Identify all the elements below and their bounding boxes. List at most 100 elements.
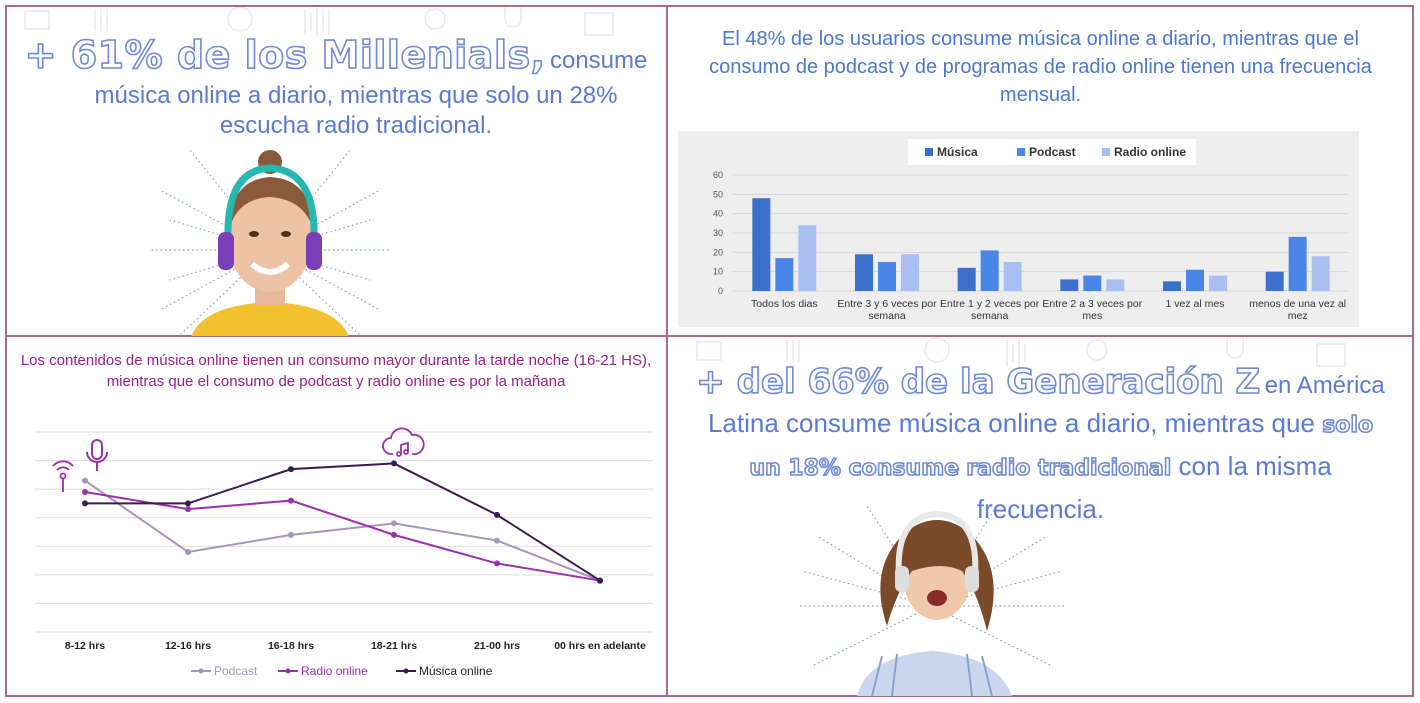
bar-0-4 [1163, 281, 1181, 291]
series-point-1-3 [391, 531, 397, 538]
millennials-text: + 61% de los Millenials, consume música … [5, 32, 667, 141]
series-point-1-1 [185, 506, 191, 513]
legend-label-0: Podcast [214, 664, 258, 678]
series-point-0-0 [82, 477, 88, 484]
x-tick-label: Entre 3 y 6 veces por semana [837, 298, 937, 322]
frame-top [5, 5, 1414, 7]
x-tick-label: 1 vez al mes [1166, 298, 1225, 310]
genz-panel: + del 66% de la Generación Z en América … [667, 336, 1414, 697]
millennials-line3: escucha radio tradicional. [219, 112, 493, 139]
woman-curly-headphones-image [797, 506, 1067, 696]
genz-line2-outlined: solo [1321, 412, 1374, 439]
bar-1-2 [980, 250, 999, 291]
time-of-day-title: Los contenidos de música online tienen u… [20, 352, 652, 390]
y-tick-label: 10 [713, 267, 723, 277]
bar-1-4 [1186, 269, 1204, 291]
music-cloud-icon [382, 427, 425, 457]
microphone-icon [86, 439, 108, 471]
bar-2-3 [1106, 279, 1125, 291]
series-line-0 [84, 479, 601, 582]
legend-swatch-2 [1102, 148, 1110, 156]
series-line-1 [84, 491, 601, 582]
frequency-chart-area: Música Podcast Radio online 0 10 20 30 40 50 60 To… [678, 131, 1359, 327]
x-tick-label: 16-18 hrs [268, 640, 314, 652]
y-tick-label: 50 [713, 189, 723, 199]
frame-left [5, 5, 7, 697]
legend-label-1: Radio online [301, 664, 368, 678]
millennials-panel: + 61% de los Millenials, consume música … [5, 5, 667, 336]
antenna-icon [52, 460, 74, 492]
genz-headline: + del 66% de la Generación Z [695, 361, 1261, 403]
legend-label-2: Música online [419, 664, 493, 678]
legend-swatch-1 [1017, 148, 1025, 156]
legend-marker-2 [403, 668, 409, 674]
x-tick-label: 21-00 hrs [474, 640, 520, 652]
background-icons [24, 5, 614, 37]
series-point-1-0 [82, 489, 88, 495]
legend-label-2: Radio online [1114, 145, 1186, 159]
bar-2-4 [1209, 275, 1227, 291]
y-tick-label: 60 [713, 170, 723, 180]
series-point-2-2 [288, 466, 294, 473]
frame-right [1412, 5, 1414, 697]
genz-text: + del 66% de la Generación Z en América … [667, 361, 1414, 528]
frequency-panel: El 48% de los usuarios consume música on… [667, 5, 1414, 336]
series-point-1-2 [288, 497, 294, 504]
series-point-1-4 [494, 560, 500, 567]
series-point-0-1 [185, 549, 191, 555]
y-tick-label: 20 [713, 247, 723, 257]
genz-line3-outlined-a: un 18% consume [749, 455, 960, 482]
bar-1-1 [878, 262, 896, 291]
millennials-line2: música online a diario, mientras que sol… [94, 82, 618, 109]
bar-1-3 [1083, 275, 1102, 291]
legend-label-1: Podcast [1029, 145, 1076, 159]
bar-2-5 [1311, 256, 1330, 291]
genz-line4: frecuencia. [976, 494, 1105, 524]
y-tick-label: 30 [713, 228, 723, 238]
bar-1-0 [775, 258, 794, 291]
series-point-0-4 [494, 537, 500, 544]
bar-2-0 [798, 225, 817, 291]
series-point-2-1 [185, 500, 191, 507]
x-tick-label: 12-16 hrs [165, 640, 211, 652]
millennials-headline: + 61% de los Millenials, [24, 32, 546, 78]
legend-marker-1 [285, 668, 291, 674]
background-icons [696, 336, 1346, 368]
time-of-day-line-chart: 8-12 hrs 12-16 hrs 16-18 hrs 18-21 hrs 21-00… [35, 427, 653, 678]
woman-headphones-image [150, 149, 390, 336]
bar-0-2 [957, 267, 976, 291]
legend-swatch-0 [925, 148, 933, 156]
series-line-2 [85, 462, 601, 582]
genz-headline-suffix: en América [1264, 372, 1385, 399]
bar-1-5 [1288, 236, 1307, 291]
series-point-2-4 [494, 511, 500, 518]
bar-0-0 [752, 198, 771, 291]
series-point-2-0 [82, 500, 88, 507]
x-tick-label: 8-12 hrs [65, 640, 105, 652]
legend-label-0: Música [937, 145, 978, 159]
series-point-0-3 [391, 520, 397, 527]
x-tick-label: Todos los dias [751, 298, 818, 310]
y-tick-label: 40 [713, 209, 723, 219]
frame-horizontal-divider [5, 335, 1414, 337]
x-tick-label: Entre 1 y 2 veces por semana [940, 298, 1040, 322]
frame-bottom [5, 695, 1414, 697]
x-tick-label: menos de una vez al mez [1249, 298, 1346, 322]
millennials-headline-suffix: consume [549, 47, 648, 74]
legend-marker-0 [198, 668, 204, 674]
y-tick-label: 0 [718, 286, 723, 296]
frequency-title: El 48% de los usuarios consume música on… [709, 28, 1372, 106]
legend-background [908, 139, 1196, 165]
bar-0-5 [1265, 271, 1284, 291]
frequency-bar-chart: Música Podcast Radio online 0 10 20 30 40 50 60 To… [713, 139, 1349, 322]
bar-2-2 [1003, 262, 1022, 291]
frame-vertical-divider [666, 5, 668, 697]
x-tick-label: Entre 2 a 3 veces por mes [1042, 298, 1142, 322]
bar-0-1 [855, 254, 873, 291]
genz-line2: Latina consume música online a diario, m… [707, 408, 1315, 438]
x-tick-label: 18-21 hrs [371, 640, 417, 652]
x-tick-label: 00 hrs en adelante [554, 640, 646, 652]
time-of-day-panel: Los contenidos de música online tienen u… [5, 336, 667, 697]
series-point-0-2 [288, 531, 294, 538]
bar-2-1 [901, 254, 919, 291]
